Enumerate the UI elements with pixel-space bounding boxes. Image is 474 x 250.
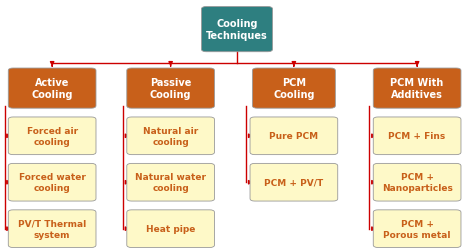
Text: Active
Cooling: Active Cooling	[31, 78, 73, 100]
Text: Heat pipe: Heat pipe	[146, 224, 195, 233]
Text: Natural water
cooling: Natural water cooling	[135, 173, 206, 192]
FancyBboxPatch shape	[373, 164, 461, 201]
Text: Forced air
cooling: Forced air cooling	[27, 126, 78, 146]
Text: Forced water
cooling: Forced water cooling	[18, 173, 86, 192]
FancyBboxPatch shape	[8, 210, 96, 248]
Text: PCM +
Porous metal: PCM + Porous metal	[383, 219, 451, 238]
FancyBboxPatch shape	[127, 69, 214, 109]
Text: PCM +
Nanoparticles: PCM + Nanoparticles	[382, 173, 453, 192]
FancyBboxPatch shape	[250, 164, 337, 201]
FancyBboxPatch shape	[8, 118, 96, 155]
Text: PCM + PV/T: PCM + PV/T	[264, 178, 323, 187]
Text: PCM
Cooling: PCM Cooling	[273, 78, 315, 100]
Text: PV/T Thermal
system: PV/T Thermal system	[18, 219, 86, 238]
FancyBboxPatch shape	[127, 210, 214, 248]
FancyBboxPatch shape	[373, 69, 461, 109]
Text: PCM + Fins: PCM + Fins	[389, 132, 446, 141]
Text: Pure PCM: Pure PCM	[269, 132, 319, 141]
Text: Natural air
cooling: Natural air cooling	[143, 126, 198, 146]
Text: PCM With
Additives: PCM With Additives	[391, 78, 444, 100]
FancyBboxPatch shape	[8, 69, 96, 109]
FancyBboxPatch shape	[252, 69, 336, 109]
FancyBboxPatch shape	[127, 118, 214, 155]
Text: Passive
Cooling: Passive Cooling	[150, 78, 191, 100]
FancyBboxPatch shape	[201, 8, 273, 52]
FancyBboxPatch shape	[8, 164, 96, 201]
FancyBboxPatch shape	[373, 210, 461, 248]
Text: Cooling
Techniques: Cooling Techniques	[206, 19, 268, 41]
FancyBboxPatch shape	[127, 164, 214, 201]
FancyBboxPatch shape	[250, 118, 337, 155]
FancyBboxPatch shape	[373, 118, 461, 155]
